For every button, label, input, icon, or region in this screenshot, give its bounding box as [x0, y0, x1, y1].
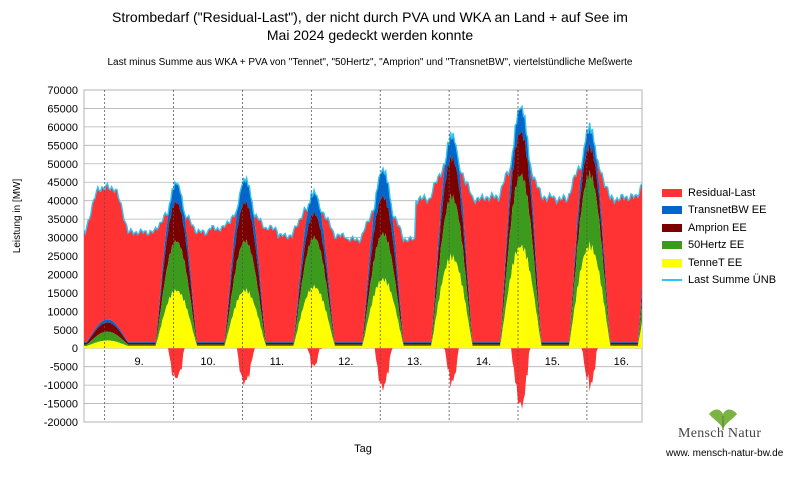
legend-item: TransnetBW EE: [662, 202, 776, 220]
legend-item: 50Hertz EE: [662, 237, 776, 255]
chart-title-line2: Mai 2024 gedeckt werden konnte: [266, 27, 474, 43]
x-tick-label: 13.: [407, 356, 422, 368]
legend-label: Amprion EE: [688, 221, 747, 234]
x-tick-label: 16.: [614, 356, 629, 368]
x-axis-label: Tag: [354, 443, 372, 455]
y-tick-label: 25000: [47, 251, 78, 263]
y-tick-label: 20000: [47, 269, 78, 281]
y-tick-label: -15000: [44, 399, 78, 411]
y-tick-label: 50000: [47, 159, 78, 171]
legend-label: TenneT EE: [688, 256, 743, 269]
y-tick-label: 65000: [47, 103, 78, 115]
y-tick-label: 5000: [54, 325, 78, 337]
legend-swatch: [662, 258, 682, 267]
chart-legend: Residual-Last TransnetBW EE Amprion EE 50He…: [662, 184, 776, 289]
y-tick-label: -5000: [50, 362, 78, 374]
ginkgo-leaf-icon: [709, 409, 737, 430]
y-tick-label: 55000: [47, 140, 78, 152]
y-tick-label: 60000: [47, 122, 78, 134]
y-tick-label: 10000: [47, 306, 78, 318]
legend-swatch: [662, 188, 682, 197]
legend-swatch: [662, 223, 682, 232]
legend-item: Residual-Last: [662, 184, 776, 202]
legend-item: Amprion EE: [662, 219, 776, 237]
y-tick-label: 45000: [47, 177, 78, 189]
y-tick-label: -20000: [44, 417, 78, 429]
x-tick-label: 11.: [270, 356, 284, 368]
y-tick-label: 0: [72, 343, 78, 355]
legend-label: TransnetBW EE: [688, 204, 767, 217]
y-tick-label: 70000: [47, 85, 78, 97]
area-residual-last-negative: [84, 348, 642, 409]
legend-label: Residual-Last: [688, 186, 756, 199]
line-last-summe-uenb: [83, 104, 643, 244]
legend-item: TenneT EE: [662, 254, 776, 272]
x-tick-label: 14.: [476, 356, 491, 368]
chart-title: Strombedarf ("Residual-Last"), der nicht…: [80, 8, 660, 44]
legend-label: 50Hertz EE: [688, 239, 745, 252]
legend-swatch: [662, 279, 682, 282]
x-tick-label: 15.: [545, 356, 560, 368]
chart-subtitle: Last minus Summe aus WKA + PVA von "Tenn…: [107, 57, 633, 68]
x-tick-label: 10.: [200, 356, 215, 368]
legend-label: Last Summe ÜNB: [688, 274, 777, 287]
brand-url: www. mensch-natur-bw.de: [666, 448, 784, 459]
y-tick-label: 40000: [47, 196, 78, 208]
y-tick-label: 30000: [47, 233, 78, 245]
y-tick-label: 35000: [47, 214, 78, 226]
stacked-areas: [84, 106, 642, 409]
x-tick-label: 12.: [338, 356, 353, 368]
legend-item: Last Summe ÜNB: [662, 272, 776, 290]
y-axis-label: Leistung in [MW]: [12, 179, 23, 254]
area-50hertz-ee: [84, 169, 642, 346]
chart-title-line1: Strombedarf ("Residual-Last"), der nicht…: [112, 9, 628, 25]
legend-swatch: [662, 241, 682, 250]
y-tick-label: 15000: [47, 288, 78, 300]
y-tick-label: -10000: [44, 380, 78, 392]
area-tennet-ee: [84, 241, 642, 349]
legend-swatch: [662, 206, 682, 215]
x-tick-label: 9.: [135, 356, 144, 368]
area-residual-last: [84, 106, 642, 342]
brand-name: Mensch Natur: [678, 426, 762, 441]
